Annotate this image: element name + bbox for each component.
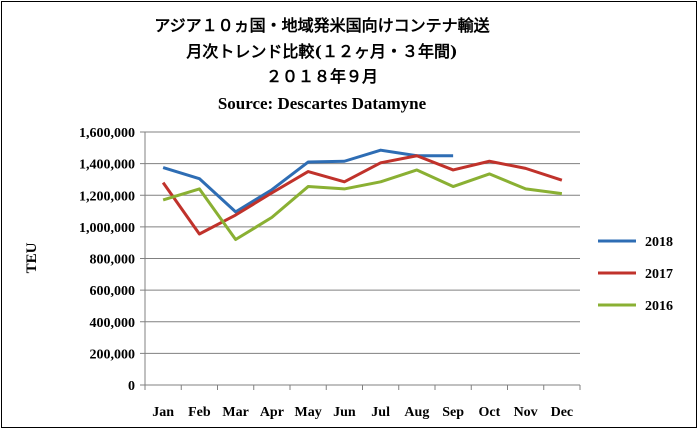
x-tick-label: Mar — [222, 405, 248, 420]
x-tick-labels: Jan Feb Mar Apr May Jun Jul Aug Sep Oct Nov Dec — [152, 405, 573, 420]
x-tick-label: May — [295, 405, 322, 420]
x-tick-label: Jul — [371, 405, 390, 420]
y-tick-label: 200,000 — [90, 347, 136, 362]
y-tick-label: 0 — [128, 379, 135, 394]
x-tick-label: Dec — [551, 405, 574, 420]
chart-titles: アジア１０ヵ国・地域発米国向けコンテナ輸送 月次トレンド比較(１２ヶ月・３年間)… — [154, 16, 490, 113]
chart-title-line-3: ２０１８年９月 — [266, 67, 378, 86]
y-tick-label: 800,000 — [90, 253, 136, 268]
y-tick-label: 1,000,000 — [79, 221, 135, 236]
y-tick-labels: 0 200,000 400,000 600,000 800,000 1,000,000 1,… — [79, 126, 135, 394]
x-tick-label: Jan — [152, 405, 174, 420]
x-tick-label: Feb — [188, 405, 211, 420]
legend-label-2018: 2018 — [645, 235, 673, 250]
x-tick-label: Oct — [478, 405, 500, 420]
x-tick-label: Aug — [404, 405, 429, 420]
gridlines — [140, 131, 580, 386]
series-line-2018 — [162, 148, 454, 214]
legend-label-2016: 2016 — [645, 299, 673, 314]
y-axis-title: TEU — [24, 242, 40, 273]
axes — [144, 132, 581, 390]
chart-title-line-1: アジア１０ヵ国・地域発米国向けコンテナ輸送 — [154, 16, 490, 35]
series-line-2017 — [161, 154, 563, 236]
legend-label-2017: 2017 — [645, 267, 673, 282]
y-tick-label: 400,000 — [90, 316, 136, 331]
x-tick-label: Nov — [514, 405, 538, 420]
chart-source: Source: Descartes Datamyne — [218, 94, 427, 113]
chart-title-line-2: 月次トレンド比較(１２ヶ月・３年間) — [185, 42, 457, 61]
x-tick-label: Apr — [260, 405, 284, 420]
y-tick-label: 600,000 — [90, 284, 136, 299]
y-tick-label: 1,200,000 — [79, 189, 135, 204]
y-tick-label: 1,600,000 — [79, 126, 135, 141]
x-tick-label: Jun — [333, 405, 356, 420]
x-tick-label: Sep — [442, 405, 464, 420]
series-lines — [161, 148, 563, 242]
legend: 2018 2017 2016 — [598, 235, 673, 314]
series-line-2016 — [162, 168, 563, 242]
y-tick-label: 1,400,000 — [79, 158, 135, 173]
